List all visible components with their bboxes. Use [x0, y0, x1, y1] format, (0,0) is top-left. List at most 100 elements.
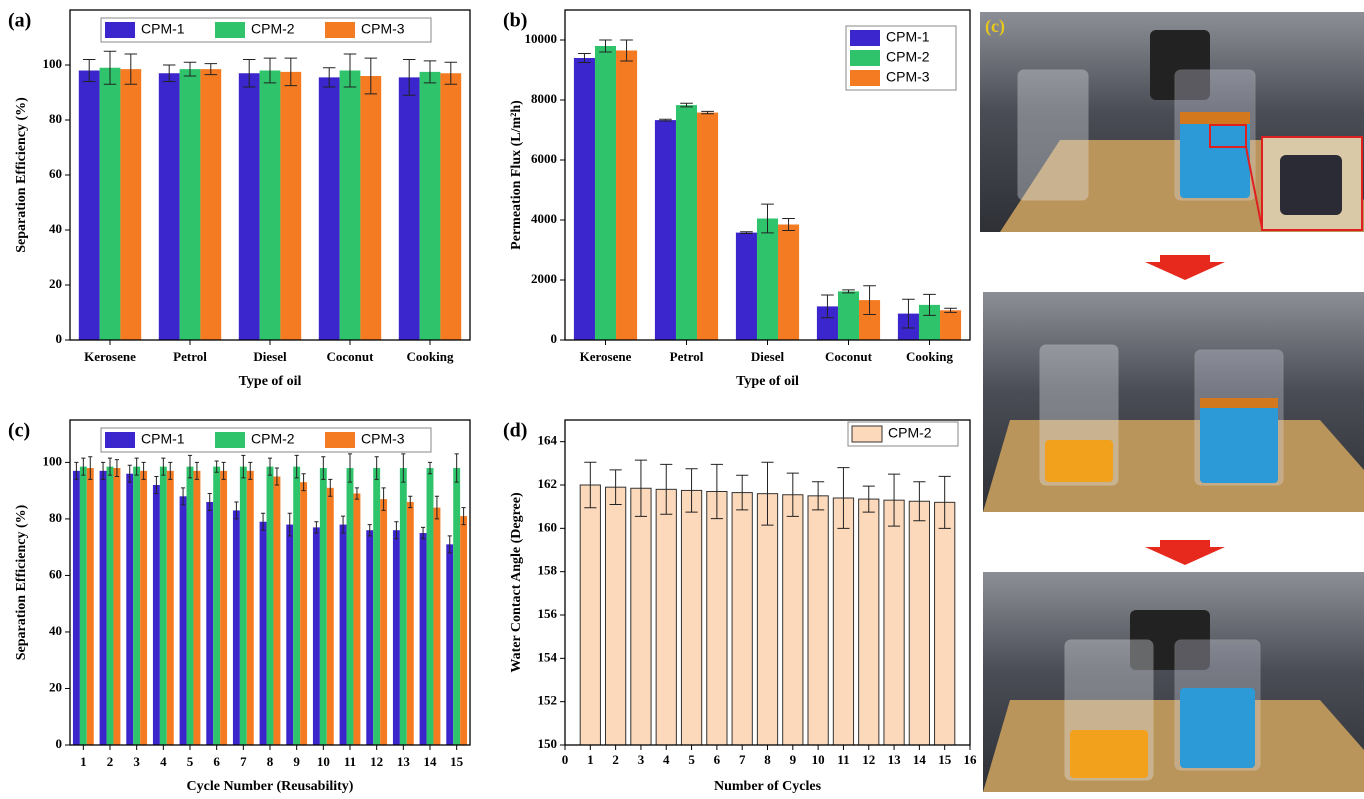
bar — [266, 466, 274, 745]
error-bar — [461, 507, 466, 526]
x-tick-label: 14 — [424, 754, 438, 769]
bar — [206, 501, 214, 745]
error-bar — [347, 453, 353, 483]
x-tick-label: 8 — [764, 752, 771, 767]
error-bar — [685, 468, 698, 513]
x-tick-label: Kerosene — [84, 349, 136, 364]
error-bar — [328, 478, 333, 497]
x-tick-label: 2 — [107, 754, 114, 769]
bar — [392, 530, 400, 745]
x-tick-label: 12 — [370, 754, 383, 769]
error-bar — [862, 485, 875, 513]
error-bar — [162, 64, 176, 82]
error-bar — [938, 475, 951, 529]
bar — [579, 484, 601, 746]
legend-swatch — [105, 432, 135, 448]
bar — [239, 466, 247, 745]
plot-frame — [564, 419, 971, 746]
error-bar — [187, 454, 193, 479]
x-tick-label: 3 — [638, 752, 645, 767]
x-tick-label: 7 — [739, 752, 746, 767]
x-tick-label: Cooking — [906, 349, 953, 364]
x-tick-label: 9 — [293, 754, 300, 769]
y-axis-label: Separation Efficiency (%) — [14, 97, 29, 253]
bar — [106, 466, 114, 745]
bar — [179, 496, 187, 745]
legend-label: CPM-2 — [251, 21, 295, 37]
bar — [940, 310, 962, 340]
legend-swatch — [850, 30, 880, 46]
error-bar — [454, 453, 459, 483]
bar — [186, 466, 194, 745]
bar — [312, 527, 320, 745]
y-tick-label: 0 — [56, 736, 63, 751]
legend-swatch — [325, 432, 355, 448]
error-bar — [381, 487, 386, 511]
arrow — [1145, 540, 1225, 565]
error-bar — [234, 501, 239, 520]
photo-1 — [980, 12, 1364, 232]
error-bar — [103, 50, 117, 85]
error-bar — [786, 472, 799, 517]
y-tick-label: 20 — [49, 679, 62, 694]
bar — [273, 476, 281, 745]
y-tick-label: 100 — [43, 453, 63, 468]
error-bar — [124, 53, 138, 85]
photo-panels: (c) — [980, 12, 1364, 792]
bar — [616, 50, 638, 340]
x-tick-label: 4 — [663, 752, 670, 767]
legend-swatch — [850, 70, 880, 86]
y-axis-label: Separation Efficiency (%) — [14, 504, 29, 660]
x-axis-label: Number of Cycles — [714, 779, 822, 794]
error-bar — [842, 289, 855, 294]
bar — [782, 494, 804, 746]
bar — [859, 300, 881, 340]
arrow — [1145, 255, 1225, 280]
bar — [807, 495, 829, 746]
error-bar — [599, 39, 612, 53]
error-bar — [168, 461, 173, 480]
bar — [680, 489, 703, 746]
x-tick-label: Kerosene — [580, 349, 632, 364]
bar — [697, 112, 719, 340]
bar — [319, 468, 327, 745]
bar — [152, 485, 160, 745]
x-tick-label: 5 — [187, 754, 194, 769]
error-bar — [923, 293, 936, 316]
error-bar — [444, 61, 458, 85]
legend-label: CPM-3 — [361, 21, 405, 37]
x-tick-label: Diesel — [253, 349, 287, 364]
error-bar — [427, 461, 433, 475]
bar — [193, 470, 201, 745]
legend-box — [847, 421, 959, 447]
legend-label: CPM-3 — [886, 69, 930, 85]
x-tick-label: 10 — [812, 752, 825, 767]
bar — [440, 73, 462, 340]
photo-2 — [983, 292, 1364, 512]
x-tick-label: 4 — [160, 754, 167, 769]
error-bar — [183, 61, 197, 77]
error-bar — [680, 102, 693, 108]
error-bar — [114, 459, 120, 478]
error-bar — [634, 459, 648, 517]
x-axis-label: Cycle Number (Reusability) — [187, 779, 354, 794]
legend-swatch — [105, 22, 135, 38]
error-bar — [913, 481, 926, 522]
error-bar — [301, 473, 306, 492]
y-tick-label: 2000 — [531, 271, 557, 286]
y-tick-label: 150 — [538, 736, 558, 751]
error-bar — [294, 454, 299, 479]
error-bar — [194, 461, 200, 480]
photo-label: (c) — [985, 16, 1005, 37]
error-bar — [88, 456, 93, 480]
bar — [832, 497, 855, 746]
legend-swatch — [215, 432, 245, 448]
bar — [731, 492, 753, 746]
bar — [373, 468, 381, 745]
bar — [858, 498, 880, 746]
bar — [360, 76, 382, 340]
legend-label: CPM-1 — [886, 29, 930, 45]
error-bar — [423, 60, 437, 84]
bar — [259, 70, 281, 340]
